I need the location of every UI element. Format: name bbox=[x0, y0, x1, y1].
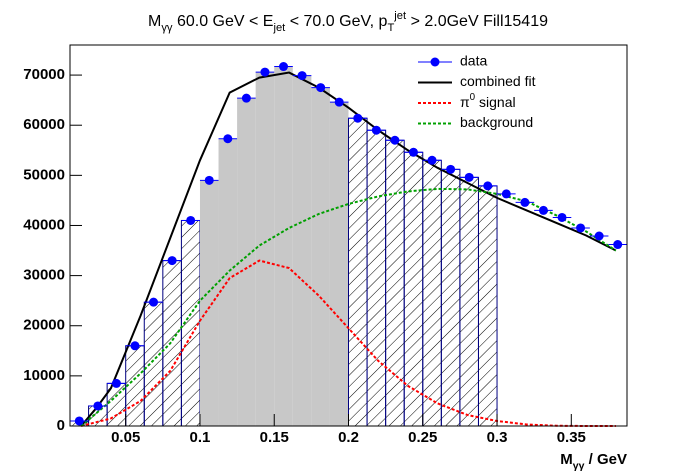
data-point bbox=[316, 83, 326, 93]
data-point bbox=[353, 113, 363, 123]
data-point bbox=[557, 212, 567, 222]
data-point bbox=[520, 197, 530, 207]
data-point bbox=[483, 181, 493, 191]
data-point bbox=[130, 341, 140, 351]
data-point bbox=[371, 125, 381, 135]
y-tick-label: 70000 bbox=[23, 66, 65, 83]
text-part: > 2.0GeV Fill15419 bbox=[406, 13, 548, 30]
data-point bbox=[390, 135, 400, 145]
hist-bar bbox=[237, 98, 256, 427]
data-point bbox=[576, 223, 586, 233]
text-part: M bbox=[148, 13, 161, 30]
data-point bbox=[501, 189, 511, 199]
legend-label: π0 signal bbox=[460, 92, 516, 110]
y-tick-label: 20000 bbox=[23, 317, 65, 334]
fit-line bbox=[80, 187, 617, 427]
x-tick-label: 0.35 bbox=[557, 429, 586, 446]
hist-bar bbox=[255, 72, 275, 427]
y-tick-label: 30000 bbox=[23, 267, 65, 284]
legend-label: combined fit bbox=[460, 73, 536, 89]
legend-label: data bbox=[460, 53, 487, 69]
y-tick-label: 50000 bbox=[23, 166, 65, 183]
text-part: 60.0 GeV < E bbox=[173, 13, 274, 30]
text-part: < 70.0 GeV, p bbox=[285, 13, 387, 30]
data-point bbox=[186, 215, 196, 225]
data-point bbox=[297, 71, 307, 81]
y-tick-label: 0 bbox=[57, 417, 65, 434]
x-tick-label: 0.15 bbox=[260, 429, 289, 446]
data-point bbox=[241, 93, 251, 103]
text-part: jet bbox=[272, 22, 286, 34]
x-axis-label: Mγγ / GeV bbox=[560, 451, 627, 472]
hist-bar bbox=[440, 168, 461, 427]
data-point bbox=[538, 205, 548, 215]
hist-bar bbox=[274, 66, 293, 426]
text-part: M bbox=[560, 451, 573, 468]
hist-bar bbox=[366, 129, 387, 427]
data-point bbox=[93, 401, 103, 411]
text-part: T bbox=[387, 22, 394, 34]
hist-bar bbox=[311, 87, 330, 426]
hist-bar bbox=[143, 301, 164, 427]
chart-title: Mγγ 60.0 GeV < Ejet < 70.0 GeV, pTjet > … bbox=[148, 10, 548, 34]
hist-bar bbox=[329, 102, 349, 427]
hist-bar bbox=[459, 176, 479, 427]
text-part: / GeV bbox=[584, 451, 627, 468]
y-tick-label: 10000 bbox=[23, 367, 65, 384]
data-point bbox=[408, 147, 418, 157]
text-part: π bbox=[460, 94, 470, 110]
data-point bbox=[149, 297, 159, 307]
text-part: γγ bbox=[573, 460, 585, 472]
data-point bbox=[594, 231, 604, 241]
data-point bbox=[74, 416, 84, 426]
data-point bbox=[427, 155, 437, 165]
y-tick-label: 40000 bbox=[23, 216, 65, 233]
legend-label: background bbox=[460, 114, 533, 130]
data-point bbox=[334, 97, 344, 107]
x-tick-label: 0.05 bbox=[111, 429, 140, 446]
data-point bbox=[464, 172, 474, 182]
data-point bbox=[204, 175, 214, 185]
fit-line bbox=[80, 71, 617, 427]
hist-bar bbox=[199, 180, 219, 426]
hist-bar bbox=[385, 139, 405, 427]
x-tick-label: 0.25 bbox=[408, 429, 437, 446]
text-part: signal bbox=[475, 94, 515, 110]
text-part: 0 bbox=[470, 92, 476, 103]
hist-bar bbox=[422, 159, 442, 427]
data-point bbox=[279, 62, 289, 72]
x-tick-label: 0.1 bbox=[190, 429, 211, 446]
x-tick-label: 0.2 bbox=[338, 429, 359, 446]
data-point bbox=[167, 256, 177, 266]
data-point bbox=[223, 134, 233, 144]
hist-bar bbox=[162, 260, 182, 427]
hist-bar bbox=[477, 185, 498, 427]
fit-line bbox=[80, 259, 616, 427]
data-point bbox=[613, 240, 623, 250]
hist-bar bbox=[292, 75, 312, 426]
hist-bar bbox=[403, 151, 424, 427]
x-tick-label: 0.3 bbox=[487, 429, 508, 446]
text-part: γγ bbox=[161, 22, 173, 34]
hist-bar bbox=[348, 117, 368, 427]
data-point bbox=[260, 67, 270, 77]
data-point bbox=[111, 378, 121, 388]
data-point bbox=[446, 164, 456, 174]
text-part: jet bbox=[393, 10, 407, 22]
y-tick-label: 60000 bbox=[23, 116, 65, 133]
legend-marker bbox=[430, 57, 440, 67]
hist-bar bbox=[218, 138, 238, 427]
